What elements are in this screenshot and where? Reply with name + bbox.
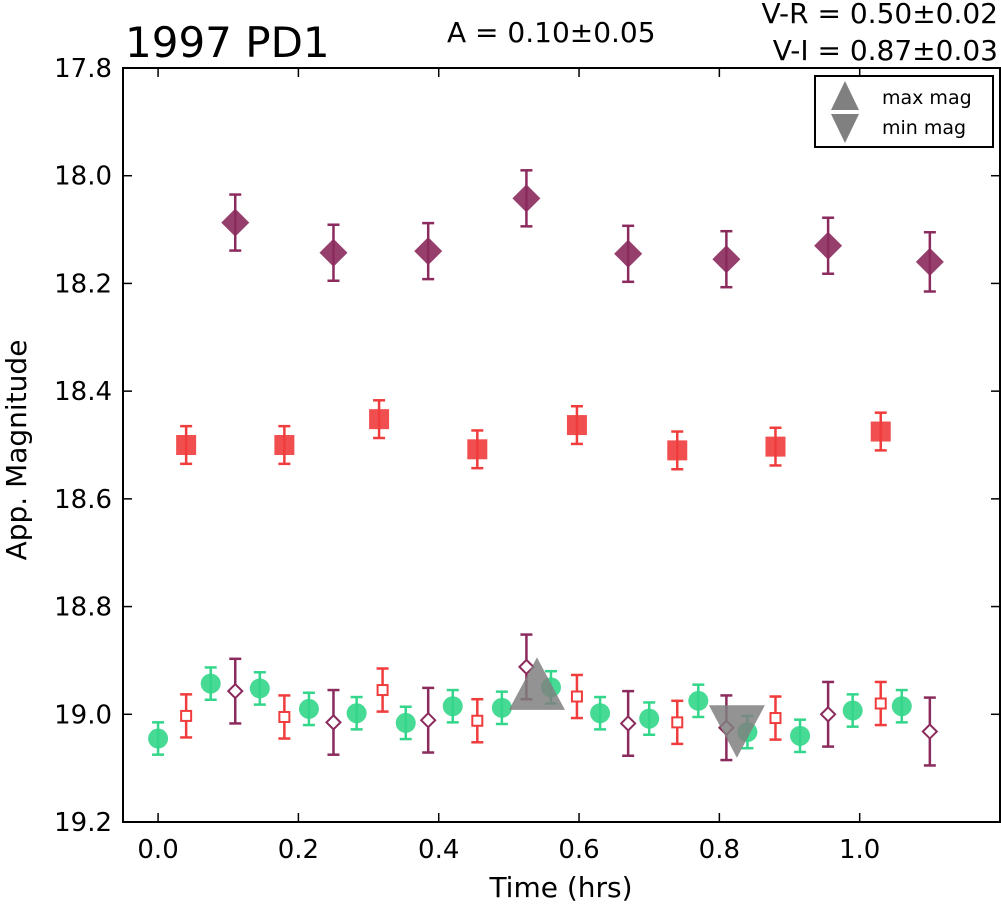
max-mag-marker — [508, 657, 565, 710]
y-tick-label: 18.2 — [54, 269, 112, 299]
v-r-color-label: V-R = 0.50±0.02 — [762, 0, 998, 30]
data-point-square — [278, 710, 291, 723]
min-mag-marker — [708, 705, 765, 758]
data-point-diamond — [319, 238, 348, 267]
data-point-square — [274, 435, 295, 455]
min-mag-legend-triangle-down-icon — [831, 114, 859, 143]
x-tick-label: 0.4 — [418, 835, 459, 865]
y-tick-label: 18.4 — [54, 377, 112, 407]
chart-title: 1997 PD1 — [125, 18, 330, 67]
legend: max mag min mag — [814, 75, 994, 148]
data-point-diamond — [419, 711, 437, 729]
data-point-square — [769, 712, 782, 725]
data-point-circle — [148, 728, 169, 749]
data-point-square — [369, 409, 390, 430]
axis-ticks: 0.0 0.2 0.4 0.6 0.8 1.0 17.8 18.0 18.2 18.4 18.6 18… — [54, 54, 1000, 865]
series-square-filled — [176, 399, 891, 471]
data-point-diamond — [712, 245, 741, 274]
x-axis-label: Time (hrs) — [488, 871, 632, 904]
x-tick-label: 0.8 — [699, 835, 740, 865]
series-circle-filled — [148, 666, 912, 756]
data-point-square — [671, 716, 684, 729]
y-tick-label: 17.8 — [54, 54, 112, 84]
data-point-circle — [590, 703, 611, 724]
amplitude-label: A = 0.10±0.05 — [447, 16, 656, 49]
data-point-diamond — [614, 239, 643, 268]
data-point-square — [467, 439, 488, 460]
data-point-circle — [249, 678, 270, 699]
data-point-square — [376, 684, 389, 697]
data-point-circle — [442, 696, 463, 717]
data-point-circle — [639, 708, 660, 729]
data-point-square — [471, 714, 484, 727]
legend-label-min-mag: min mag — [882, 117, 966, 139]
chart-marks — [148, 169, 944, 767]
data-point-square — [874, 697, 887, 710]
y-tick-label: 18.8 — [54, 593, 112, 623]
x-tick-label: 0.6 — [558, 835, 599, 865]
data-point-diamond — [325, 713, 342, 731]
y-tick-label: 19.0 — [54, 700, 112, 730]
data-point-diamond — [814, 231, 843, 260]
data-point-diamond — [512, 184, 541, 213]
data-point-diamond — [414, 237, 443, 266]
data-point-circle — [790, 725, 811, 746]
data-point-circle — [842, 700, 863, 721]
v-i-color-label: V-I = 0.87±0.03 — [773, 34, 998, 67]
data-point-circle — [491, 697, 512, 718]
data-point-circle — [298, 698, 319, 719]
series-square-open — [180, 667, 887, 746]
data-point-square — [570, 690, 583, 703]
data-point-square — [870, 421, 891, 442]
data-point-circle — [395, 712, 416, 733]
y-axis-label: App. Magnitude — [0, 340, 33, 561]
data-point-diamond — [518, 658, 535, 676]
data-point-diamond — [619, 715, 637, 732]
x-tick-label: 0.2 — [278, 835, 319, 865]
x-tick-label: 0.0 — [137, 835, 178, 865]
y-tick-label: 18.6 — [54, 485, 112, 515]
plot-frame — [122, 67, 1001, 823]
data-point-diamond — [921, 723, 939, 740]
data-point-diamond — [226, 682, 244, 700]
legend-label-max-mag: max mag — [882, 87, 972, 109]
series-diamond-filled — [221, 169, 944, 293]
data-point-circle — [688, 690, 709, 711]
x-tick-label: 1.0 — [839, 835, 880, 865]
data-point-square — [765, 436, 786, 457]
data-point-diamond — [221, 208, 250, 237]
data-point-square — [180, 709, 193, 722]
data-point-circle — [200, 673, 221, 694]
y-tick-label: 18.0 — [54, 162, 112, 192]
data-point-diamond — [819, 705, 837, 723]
data-point-circle — [891, 696, 912, 717]
data-point-square — [176, 435, 197, 455]
data-point-diamond — [915, 247, 944, 276]
max-mag-legend-triangle-up-icon — [831, 81, 859, 110]
y-tick-label: 19.2 — [54, 808, 112, 838]
data-point-square — [566, 415, 587, 436]
data-point-square — [667, 440, 688, 461]
data-point-circle — [346, 703, 367, 724]
